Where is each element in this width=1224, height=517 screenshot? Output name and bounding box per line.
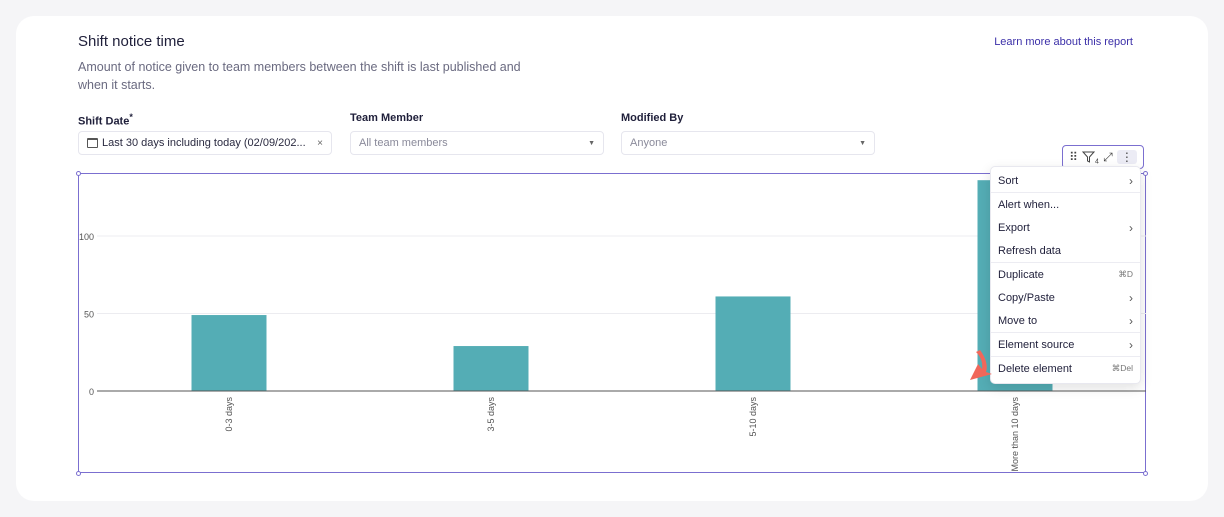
shift-date-value: Last 30 days including today (02/09/202.… <box>102 137 306 149</box>
bar <box>453 346 529 391</box>
chevron-right-icon: › <box>1129 290 1133 305</box>
menu-separator <box>991 192 1140 193</box>
menu-item-copy-paste[interactable]: Copy/Paste › <box>991 286 1140 309</box>
drag-handle-icon[interactable]: ⠿ <box>1069 150 1078 164</box>
menu-item-sort[interactable]: Sort › <box>991 169 1140 192</box>
menu-separator <box>991 356 1140 357</box>
modified-by-value: Anyone <box>630 137 668 149</box>
menu-item-export[interactable]: Export › <box>991 216 1140 239</box>
menu-separator <box>991 332 1140 333</box>
chevron-right-icon: › <box>1129 337 1133 352</box>
resize-handle-top-left[interactable] <box>76 171 81 176</box>
x-tick-label: 0-3 days <box>224 397 234 432</box>
x-tick-label: 5-10 days <box>748 397 758 437</box>
menu-item-label: Element source <box>998 338 1075 351</box>
menu-separator <box>991 262 1140 263</box>
bar <box>191 315 267 391</box>
report-description: Amount of notice given to team members b… <box>78 60 521 92</box>
menu-item-label: Move to <box>998 314 1038 327</box>
chevron-right-icon: › <box>1129 173 1133 188</box>
menu-item-duplicate[interactable]: Duplicate ⌘D <box>991 263 1140 286</box>
modified-by-label: Modified By <box>621 112 684 124</box>
y-tick-label: 100 <box>79 232 94 242</box>
chart-element[interactable]: 0 50 100 0-3 days 3-5 days 5-10 days More than… <box>78 173 1146 473</box>
bar-chart: 0 50 100 0-3 days 3-5 days 5-10 days More than… <box>79 180 1146 472</box>
team-member-value: All team members <box>359 137 448 149</box>
shortcut-hint: ⌘Del <box>1111 363 1133 373</box>
menu-item-refresh-data[interactable]: Refresh data <box>991 239 1140 262</box>
filter-icon[interactable]: 4 <box>1081 149 1099 166</box>
menu-item-element-source[interactable]: Element source › <box>991 333 1140 356</box>
menu-item-label: Copy/Paste <box>998 291 1055 304</box>
chevron-right-icon: › <box>1129 220 1133 235</box>
chevron-right-icon: › <box>1129 313 1133 328</box>
report-title: Shift notice time <box>78 33 185 50</box>
filter-count-badge: 4 <box>1095 158 1099 166</box>
y-tick-label: 0 <box>89 387 94 397</box>
x-tick-label: More than 10 days <box>1010 397 1020 472</box>
menu-item-delete-element[interactable]: Delete element ⌘Del <box>991 357 1140 380</box>
calendar-icon <box>87 138 98 148</box>
resize-handle-bottom-left[interactable] <box>76 471 81 476</box>
menu-item-label: Export <box>998 221 1030 234</box>
x-tick-label: 3-5 days <box>486 397 496 432</box>
menu-item-label: Sort <box>998 174 1019 187</box>
chevron-down-icon: ▼ <box>859 139 866 147</box>
more-options-icon[interactable]: ⋮ <box>1116 150 1137 164</box>
menu-item-alert-when[interactable]: Alert when... <box>991 193 1140 216</box>
menu-item-label: Duplicate <box>998 268 1044 281</box>
filter-funnel-glyph <box>1081 151 1096 163</box>
annotation-arrow-icon <box>970 350 992 380</box>
team-member-select[interactable]: All team members ▼ <box>350 131 604 155</box>
element-context-menu: Sort › Alert when... Export › Refresh data Dup… <box>990 166 1141 384</box>
menu-item-label: Alert when... <box>998 198 1060 211</box>
menu-item-label: Delete element <box>998 362 1072 375</box>
required-mark: * <box>129 112 133 122</box>
bar <box>715 296 791 391</box>
expand-icon[interactable]: ⤢ <box>1103 149 1113 164</box>
menu-item-label: Refresh data <box>998 244 1061 257</box>
modified-by-select[interactable]: Anyone ▼ <box>621 131 875 155</box>
y-tick-label: 50 <box>84 310 94 320</box>
shortcut-hint: ⌘D <box>1118 269 1133 279</box>
shift-date-filter[interactable]: Last 30 days including today (02/09/202.… <box>78 131 332 155</box>
team-member-label: Team Member <box>350 112 424 124</box>
resize-handle-top-right[interactable] <box>1143 171 1148 176</box>
clear-icon[interactable]: × <box>317 137 323 149</box>
chevron-down-icon: ▼ <box>588 139 595 147</box>
resize-handle-bottom-right[interactable] <box>1143 471 1148 476</box>
shift-date-label: Shift Date* <box>78 112 133 128</box>
menu-item-move-to[interactable]: Move to › <box>991 309 1140 332</box>
learn-more-link[interactable]: Learn more about this report <box>994 36 1133 48</box>
